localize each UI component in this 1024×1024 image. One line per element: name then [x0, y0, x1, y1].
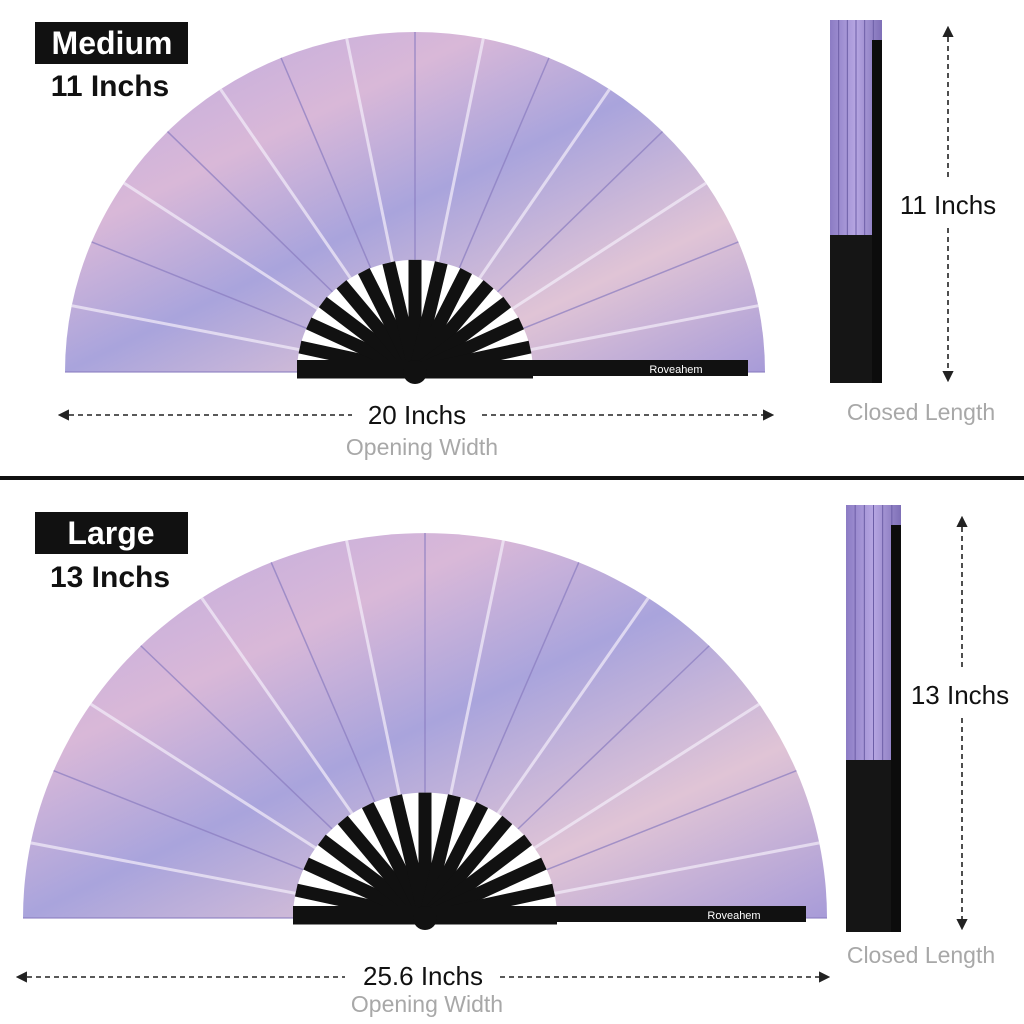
width-label: 20 Inchs: [368, 400, 466, 430]
pivot: [413, 906, 437, 930]
size-label: 13 Inchs: [50, 561, 170, 594]
length-caption: Closed Length: [847, 942, 995, 968]
closed-guard: [891, 525, 901, 932]
length-label: 11 Inchs: [900, 190, 996, 220]
size-label: 11 Inchs: [51, 70, 169, 103]
brand: Roveahem: [649, 364, 702, 376]
closed-fan: [830, 20, 882, 383]
badge-bg: [35, 22, 188, 64]
width-caption: Opening Width: [351, 991, 503, 1017]
brand: Roveahem: [707, 910, 760, 922]
closed-fan: [846, 505, 901, 932]
length-caption: Closed Length: [847, 399, 995, 425]
width-label: 25.6 Inchs: [363, 961, 483, 991]
size-badge: Medium: [52, 25, 173, 61]
open-fan: Roveahem: [23, 533, 827, 930]
badge-bg: [35, 512, 188, 554]
closed-guard: [872, 40, 882, 383]
size-badge: Large: [67, 515, 154, 551]
divider: [0, 476, 1024, 480]
fans: Roveahem Roveahem: [23, 20, 901, 932]
open-fan: Roveahem: [65, 32, 765, 384]
length-label: 13 Inchs: [911, 680, 1009, 710]
pivot: [403, 360, 427, 384]
width-caption: Opening Width: [346, 434, 498, 460]
